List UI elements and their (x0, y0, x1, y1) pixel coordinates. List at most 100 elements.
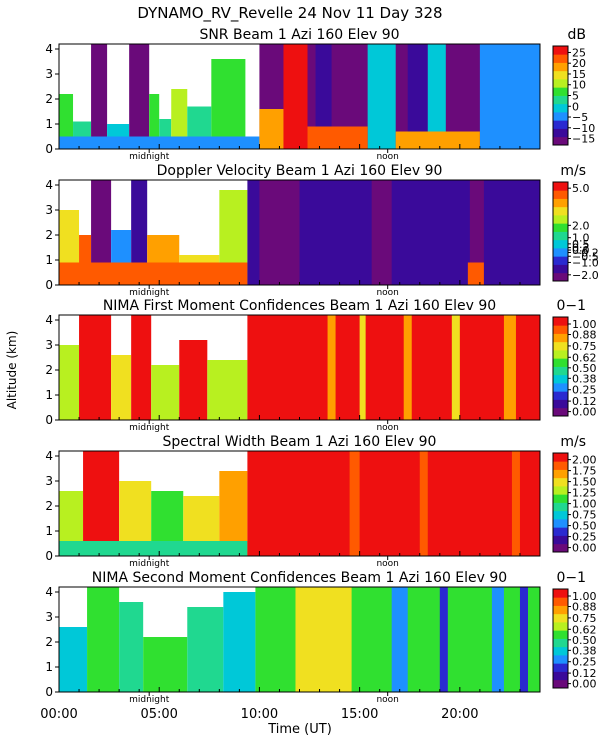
data-block (149, 94, 160, 149)
data-block (395, 131, 480, 149)
data-block (59, 345, 80, 420)
colorbar-swatch (553, 543, 568, 553)
colorbar-swatch (553, 87, 568, 96)
marker-label-midnight: midnight (129, 695, 170, 705)
data-block (119, 602, 144, 692)
colorbar-unit: 0−1 (556, 570, 586, 586)
data-block (211, 59, 246, 149)
x-tick-label: 15:00 (341, 707, 378, 722)
colorbar-tick-label: −5 (572, 111, 588, 124)
colorbar-tick-label: 5 (572, 90, 579, 103)
colorbar-swatch (553, 79, 568, 88)
colorbar-tick-label: 0.25 (572, 531, 597, 544)
data-block (91, 180, 112, 285)
colorbar-tick-label: −0.2 (572, 247, 599, 260)
marker-label-noon: noon (376, 695, 398, 705)
colorbar-swatch (553, 256, 568, 265)
colorbar-tick-label: 1.50 (572, 476, 597, 489)
y-tick-label: 3 (45, 338, 53, 352)
data-block (87, 587, 120, 692)
y-tick-label: 4 (45, 178, 53, 192)
data-block (469, 180, 484, 285)
colorbar-tick-label: 1.00 (572, 318, 597, 331)
colorbar-tick-label: 0.50 (572, 634, 597, 647)
colorbar-swatch (553, 597, 568, 606)
colorbar-tick-label: 0.25 (572, 656, 597, 669)
y-tick-label: 4 (45, 585, 53, 599)
colorbar-swatch (553, 215, 568, 224)
data-block (491, 587, 504, 692)
colorbar-tick-label: 25 (572, 46, 586, 59)
marker-label-noon: noon (376, 423, 398, 433)
data-block (223, 592, 256, 692)
y-tick-label: 0 (45, 685, 53, 699)
colorbar-unit: m/s (560, 163, 586, 179)
colorbar-tick-label: −1.0 (572, 256, 599, 269)
colorbar-tick-label: 0.5 (572, 238, 590, 251)
colorbar-swatch (553, 622, 568, 631)
colorbar-swatch (553, 333, 568, 343)
colorbar-unit: m/s (560, 434, 586, 450)
panel-title: NIMA First Moment Confidences Beam 1 Azi… (103, 298, 496, 314)
colorbar-swatch (553, 494, 568, 503)
marker-label-noon: noon (376, 559, 398, 569)
x-tick-label: 05:00 (140, 707, 177, 722)
x-tick-label: 20:00 (441, 707, 478, 722)
y-tick-label: 1 (45, 524, 53, 538)
colorbar-swatch (553, 231, 568, 241)
colorbar-tick-label: 0.0 (572, 244, 590, 257)
panel-title: Doppler Velocity Beam 1 Azi 160 Elev 90 (157, 163, 443, 179)
colorbar-tick-label: −0.5 (572, 250, 599, 263)
data-block (151, 365, 180, 420)
data-block (59, 136, 260, 149)
colorbar-tick-label: 1.75 (572, 465, 597, 478)
colorbar-tick-label: 0 (572, 100, 579, 113)
data-block (79, 315, 112, 420)
colorbar-unit: dB (568, 27, 587, 43)
colorbar-swatch (553, 366, 568, 376)
colorbar-swatch (553, 264, 568, 274)
data-block (59, 94, 74, 149)
colorbar-swatch (553, 461, 568, 470)
colorbar-frame (552, 452, 569, 553)
data-block (407, 44, 428, 149)
panel-title: Spectral Width Beam 1 Azi 160 Elev 90 (163, 434, 437, 450)
colorbar-swatch (553, 407, 568, 417)
y-axis-label: Altitude (km) (5, 331, 19, 410)
data-block (207, 360, 248, 420)
colorbar-swatch (553, 535, 568, 545)
data-block (479, 44, 540, 149)
colorbar-swatch (553, 206, 568, 216)
x-tick-label: 10:00 (241, 707, 278, 722)
colorbar-swatch (553, 502, 568, 512)
y-tick-label: 0 (45, 142, 53, 156)
colorbar-swatch (553, 527, 568, 536)
colorbar-swatch (553, 198, 568, 208)
y-tick-label: 1 (45, 253, 53, 267)
colorbar-tick-label: 0.00 (572, 406, 597, 419)
colorbar-tick-label: 0.50 (572, 520, 597, 533)
colorbar-swatch (553, 510, 568, 520)
data-block (59, 262, 248, 285)
colorbar-tick-label: −15 (572, 133, 595, 146)
data-block (247, 451, 540, 556)
colorbar-frame (552, 588, 569, 689)
marker-label-midnight: midnight (129, 423, 170, 433)
y-tick-label: 2 (45, 499, 53, 513)
data-block (359, 315, 366, 420)
colorbar-tick-label: 2.0 (572, 219, 590, 232)
colorbar-tick-label: 15 (572, 68, 586, 81)
colorbar-tick-label: 0.75 (572, 509, 597, 522)
figure-title: DYNAMO_RV_Revelle 24 Nov 11 Day 328 (137, 4, 442, 23)
y-tick-label: 0 (45, 413, 53, 427)
colorbar-swatch (553, 112, 568, 121)
data-block (327, 315, 336, 420)
colorbar-swatch (553, 391, 568, 400)
colorbar-tick-label: 5.0 (572, 182, 590, 195)
colorbar-tick-label: 0.12 (572, 667, 597, 680)
marker-label-midnight: midnight (129, 559, 170, 569)
colorbar-swatch (553, 646, 568, 656)
colorbar-frame (552, 181, 569, 282)
colorbar-swatch (553, 341, 568, 351)
colorbar-swatch (553, 95, 568, 105)
